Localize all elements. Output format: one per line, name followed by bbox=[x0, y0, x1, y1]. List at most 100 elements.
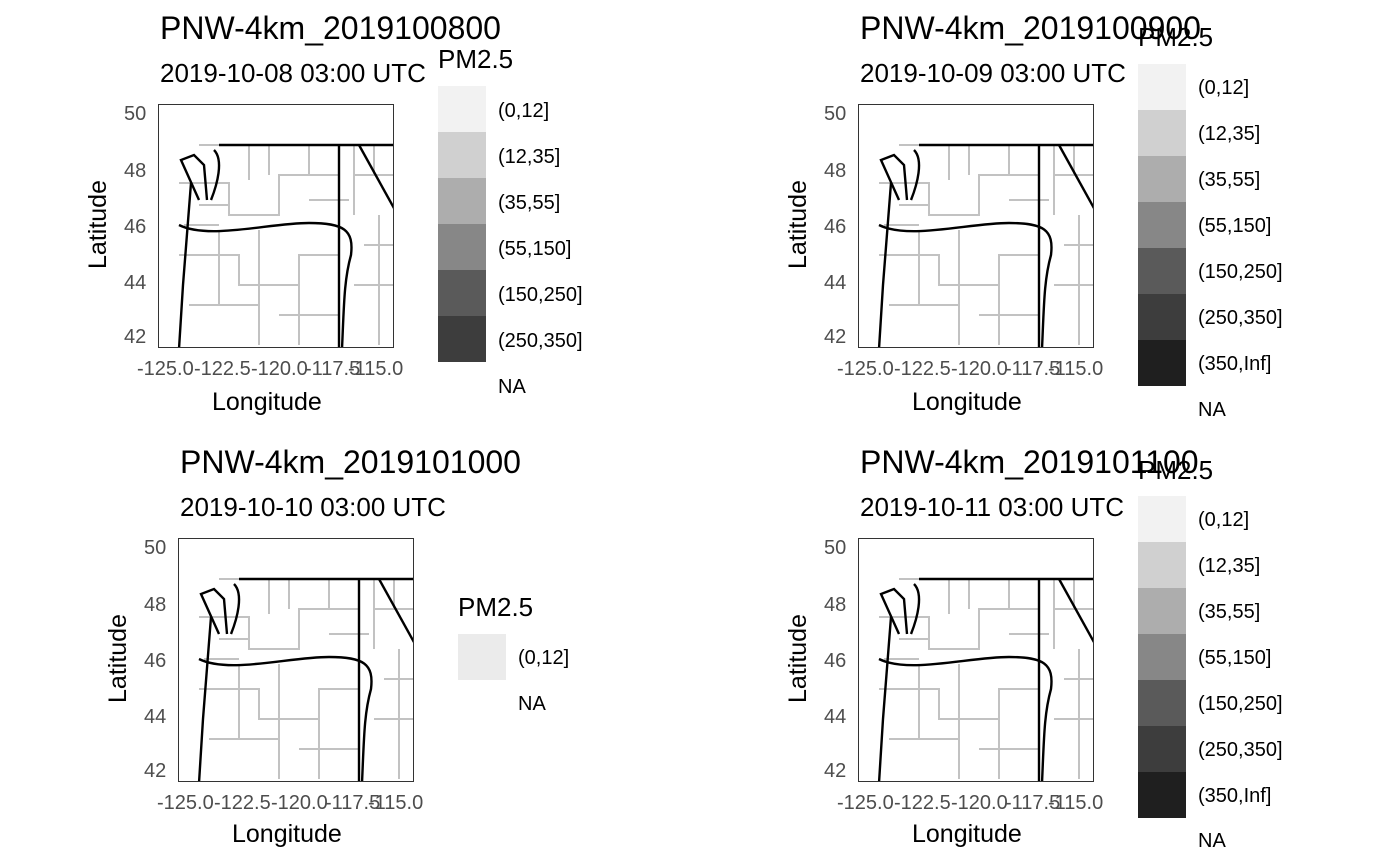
county-boundary bbox=[218, 230, 300, 345]
state-boundary bbox=[879, 153, 909, 201]
y-axis-title: Latitude bbox=[783, 614, 812, 703]
county-boundary bbox=[199, 608, 360, 650]
legend-key bbox=[438, 178, 486, 224]
county-boundary bbox=[918, 664, 1000, 779]
state-boundary bbox=[199, 587, 229, 635]
x-axis-title: Longitude bbox=[232, 820, 342, 848]
state-boundary bbox=[198, 655, 373, 781]
x-tick-label: -117.5 bbox=[325, 792, 381, 814]
legend-key bbox=[1138, 248, 1186, 294]
county-boundary bbox=[879, 688, 1039, 720]
legend-label: (0,12] bbox=[518, 647, 570, 669]
x-tick-label: -125.0 bbox=[157, 792, 214, 814]
county-boundary bbox=[179, 174, 340, 216]
county-boundary bbox=[184, 199, 349, 226]
x-tick-label: -115.0 bbox=[1048, 358, 1104, 380]
y-tick-label: 46 bbox=[144, 650, 167, 672]
x-tick-label: -117.5 bbox=[1005, 792, 1061, 814]
panel-title: PNW-4km_2019100900 bbox=[860, 10, 1201, 46]
legend-key bbox=[1138, 202, 1186, 248]
x-tick-label: -122.5 bbox=[894, 358, 951, 380]
x-tick-label: -122.5 bbox=[894, 792, 951, 814]
panel-subtitle: 2019-10-09 03:00 UTC bbox=[860, 58, 1126, 88]
x-tick-label: -125.0 bbox=[837, 358, 894, 380]
county-boundary bbox=[889, 738, 1039, 750]
y-tick-label: 44 bbox=[824, 272, 847, 294]
county-boundary bbox=[884, 633, 1049, 660]
legend-label: (250,350] bbox=[1198, 739, 1283, 761]
y-tick-label: 50 bbox=[124, 103, 147, 125]
x-axis-title: Longitude bbox=[912, 388, 1022, 416]
y-tick-label: 44 bbox=[824, 706, 847, 728]
x-axis-title: Longitude bbox=[912, 820, 1022, 848]
legend-label: (250,350] bbox=[498, 330, 583, 352]
panel-title: PNW-4km_2019101100 bbox=[860, 444, 1199, 480]
legend-label: (350,Inf] bbox=[1198, 353, 1272, 375]
y-tick-label: 44 bbox=[144, 706, 167, 728]
legend-label: (12,35] bbox=[498, 146, 561, 168]
x-tick-label: -122.5 bbox=[214, 792, 271, 814]
legend-label: (0,12] bbox=[498, 100, 550, 122]
legend-key bbox=[438, 316, 486, 362]
legend-label: (35,55] bbox=[1198, 601, 1261, 623]
panel-title: PNW-4km_2019100800 bbox=[160, 10, 501, 46]
map-plot-area bbox=[858, 104, 1094, 348]
map-plot-area bbox=[858, 538, 1094, 782]
state-boundary bbox=[377, 578, 413, 643]
legend-key bbox=[438, 132, 486, 178]
state-boundary bbox=[177, 182, 193, 347]
y-tick-label: 42 bbox=[144, 760, 167, 782]
legend-label: (12,35] bbox=[1198, 555, 1261, 577]
county-boundary bbox=[918, 230, 1000, 345]
panel-title: PNW-4km_2019101000 bbox=[180, 444, 521, 480]
legend-title: PM2.5 bbox=[1138, 22, 1214, 52]
pnw-state-county-map bbox=[877, 577, 1093, 781]
legend-label: (12,35] bbox=[1198, 123, 1261, 145]
state-boundary bbox=[179, 153, 209, 201]
x-tick-label: -115.0 bbox=[1048, 792, 1104, 814]
legend-key bbox=[438, 270, 486, 316]
legend-title: PM2.5 bbox=[458, 592, 534, 622]
legend-key bbox=[1138, 110, 1186, 156]
legend-label: (150,250] bbox=[1198, 261, 1283, 283]
county-boundary bbox=[879, 174, 1040, 216]
state-boundary bbox=[1057, 578, 1093, 643]
state-boundary bbox=[878, 221, 1053, 347]
x-tick-label: -125.0 bbox=[137, 358, 194, 380]
y-tick-label: 46 bbox=[824, 216, 847, 238]
legend-label: (150,250] bbox=[1198, 693, 1283, 715]
county-boundary bbox=[879, 608, 1040, 650]
x-tick-label: -120.0 bbox=[271, 792, 328, 814]
x-axis-title: Longitude bbox=[212, 388, 322, 416]
state-boundary bbox=[209, 149, 221, 201]
panel-subtitle: 2019-10-10 03:00 UTC bbox=[180, 492, 446, 522]
legend-na-label: NA bbox=[518, 693, 546, 715]
state-boundary bbox=[909, 149, 921, 201]
x-tick-label: -125.0 bbox=[837, 792, 894, 814]
legend-key bbox=[1138, 340, 1186, 386]
county-boundary bbox=[209, 738, 359, 750]
state-boundary bbox=[877, 616, 893, 781]
county-boundary bbox=[189, 304, 339, 316]
legend-title: PM2.5 bbox=[438, 44, 514, 74]
y-tick-label: 46 bbox=[124, 216, 147, 238]
legend-key bbox=[1138, 726, 1186, 772]
legend-key bbox=[438, 224, 486, 270]
legend-key bbox=[1138, 294, 1186, 340]
y-tick-label: 50 bbox=[144, 537, 167, 559]
y-tick-label: 44 bbox=[124, 272, 147, 294]
legend-key bbox=[438, 86, 486, 132]
x-tick-label: -120.0 bbox=[951, 792, 1008, 814]
county-boundary bbox=[238, 664, 320, 779]
legend-key bbox=[1138, 64, 1186, 110]
county-boundary bbox=[179, 254, 339, 286]
legend-label: (150,250] bbox=[498, 284, 583, 306]
legend-label: (250,350] bbox=[1198, 307, 1283, 329]
legend-na-label: NA bbox=[1198, 830, 1226, 852]
x-tick-label: -120.0 bbox=[951, 358, 1008, 380]
x-tick-label: -117.5 bbox=[1005, 358, 1061, 380]
county-boundary bbox=[884, 199, 1049, 226]
county-boundary bbox=[204, 633, 369, 660]
y-tick-label: 48 bbox=[124, 160, 147, 182]
state-boundary bbox=[357, 144, 393, 209]
